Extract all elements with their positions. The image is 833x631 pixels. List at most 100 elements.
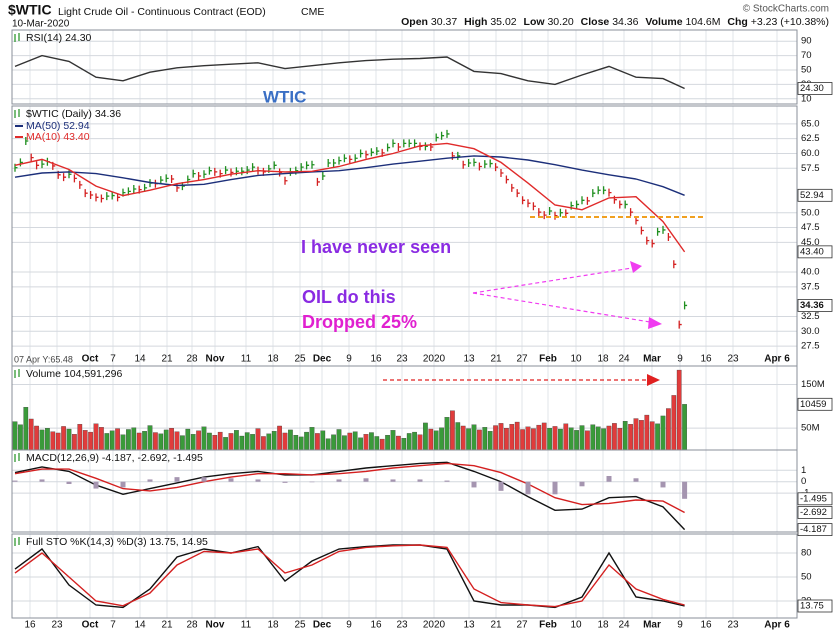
date-label: 18	[597, 620, 609, 631]
volume-bar	[455, 422, 461, 451]
volume-bar	[531, 428, 536, 451]
date-label: 18	[267, 354, 279, 365]
volume-bar	[595, 426, 601, 451]
price-bar	[575, 200, 580, 209]
y-tick-label: 40.0	[801, 267, 820, 278]
date-label: 25	[294, 354, 306, 365]
date-label: Apr 6	[764, 354, 790, 365]
price-bar	[592, 189, 596, 198]
histogram-bar	[579, 481, 585, 487]
end-label-box	[797, 492, 833, 506]
y-tick-label: 10	[801, 93, 812, 104]
volume-bar	[390, 430, 396, 451]
volume-bar	[666, 408, 671, 451]
volume-bar	[558, 428, 563, 451]
price-bar	[548, 206, 553, 215]
volume-bar	[325, 438, 331, 451]
price-bar	[538, 208, 542, 217]
volume-bar	[471, 424, 477, 451]
histogram-bar	[228, 478, 234, 482]
volume-bar	[255, 428, 261, 451]
end-label: 34.36	[800, 300, 824, 311]
volume-bar	[50, 431, 56, 451]
stat-value: +3.23 (+10.38%)	[751, 16, 829, 28]
volume-bar	[120, 434, 126, 451]
volume-bar	[34, 425, 39, 451]
panel-title: $WTIC (Daily) 34.36	[26, 108, 121, 120]
quote-stats: Open 30.37 High 35.02 Low 30.20 Close 34…	[401, 16, 829, 28]
histogram-bar	[282, 481, 288, 483]
volume-bar	[158, 433, 164, 451]
histogram-bar	[120, 481, 126, 488]
volume-bar	[396, 435, 401, 451]
end-label-box	[797, 523, 833, 536]
volume-bar	[606, 425, 612, 451]
price-bar	[79, 180, 83, 189]
histogram-bar	[255, 479, 261, 482]
volume-bar	[304, 431, 309, 451]
copyright: © StockCharts.com	[743, 4, 829, 15]
indicator-line	[14, 155, 685, 196]
date-label: 9	[346, 354, 352, 365]
volume-bar	[217, 431, 223, 451]
histogram-bar	[12, 480, 18, 482]
volume-bar	[352, 431, 358, 451]
volume-bar	[163, 429, 169, 451]
end-label-box	[797, 599, 833, 613]
end-label: -4.187	[800, 524, 827, 535]
price-bar	[451, 151, 455, 160]
price-bar	[316, 177, 320, 186]
price-bar	[500, 169, 504, 178]
date-label: 9	[346, 620, 352, 631]
volume-bar	[244, 432, 250, 451]
volume-bar	[201, 426, 207, 451]
volume-bar	[250, 434, 255, 451]
date-label: Mar	[643, 354, 661, 365]
volume-bar	[109, 430, 115, 451]
price-bar	[116, 193, 121, 202]
price-bar	[111, 191, 115, 200]
volume-bar	[374, 436, 380, 451]
macd-frame	[11, 449, 798, 533]
price-bar	[408, 139, 412, 148]
date-label: 16	[24, 620, 36, 631]
price-bar	[203, 170, 207, 179]
volume-bar	[563, 423, 569, 451]
volume-bar	[509, 424, 515, 451]
stat-label: Close	[581, 16, 610, 28]
price-bar	[565, 209, 569, 218]
volume-bar	[331, 434, 336, 451]
date-label: 14	[134, 354, 146, 365]
volume-bar	[153, 432, 158, 451]
annotation-text: Dropped 25%	[302, 312, 417, 332]
panel-icon	[14, 33, 20, 42]
volume-bar	[82, 430, 88, 451]
price-bar	[494, 163, 499, 172]
stat-label: Chg	[727, 16, 747, 28]
panel-icon	[14, 453, 20, 462]
stat-value: 104.6M	[685, 16, 720, 28]
y-tick-label: 32.5	[801, 311, 820, 322]
volume-bar	[601, 428, 606, 451]
date-label: 10	[570, 620, 582, 631]
volume-bar	[282, 432, 288, 451]
date-label: Mar	[643, 620, 661, 631]
volume-bar	[649, 421, 655, 451]
price-bar	[133, 185, 137, 194]
instrument-name: Light Crude Oil - Continuous Contract (E…	[58, 6, 266, 18]
price-bar	[646, 236, 650, 245]
date-label: 11	[241, 620, 252, 631]
price-bar	[511, 183, 515, 192]
price-bar	[359, 149, 364, 158]
price-bar	[354, 154, 358, 163]
legend-entry: MA(10) 43.40	[26, 131, 90, 143]
price-bar	[662, 225, 666, 234]
volume-bar	[622, 421, 628, 451]
price-bar	[95, 193, 99, 202]
end-label: -1.495	[800, 493, 827, 504]
y-tick-label: 47.5	[801, 222, 820, 233]
volume-bar	[536, 424, 542, 451]
price-bar	[349, 155, 353, 164]
volume-bar	[552, 426, 558, 451]
